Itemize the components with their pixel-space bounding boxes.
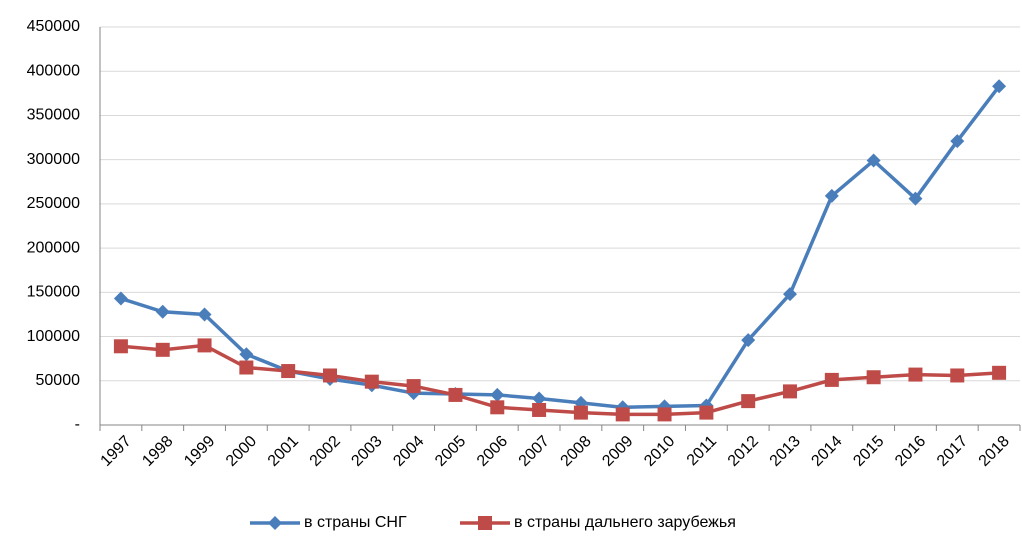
- data-point: [239, 360, 254, 375]
- x-tick-label: 2000: [223, 433, 260, 470]
- data-point: [364, 374, 379, 389]
- x-tick-label: 2007: [516, 433, 553, 470]
- data-point: [573, 405, 588, 420]
- data-point: [992, 79, 1007, 94]
- x-tick-label: 2003: [348, 433, 385, 470]
- y-tick-label: 100000: [27, 328, 80, 345]
- y-tick-label: 300000: [27, 151, 80, 168]
- data-point: [448, 387, 463, 402]
- y-tick-label: 150000: [27, 284, 80, 301]
- data-point: [281, 364, 296, 379]
- x-tick-label: 2010: [641, 433, 678, 470]
- x-tick-label: 2014: [808, 433, 845, 470]
- data-point: [950, 134, 965, 149]
- x-tick-label: 2009: [599, 433, 636, 470]
- y-tick-label: 200000: [27, 239, 80, 256]
- data-point: [908, 367, 923, 382]
- y-tick-label: 50000: [36, 372, 81, 389]
- data-point: [490, 387, 505, 402]
- x-tick-label: 2012: [725, 433, 762, 470]
- data-point: [615, 407, 630, 422]
- x-tick-label: 2004: [390, 433, 427, 470]
- data-point: [783, 287, 797, 302]
- x-tick-label: 2015: [850, 433, 887, 470]
- data-point: [323, 368, 337, 383]
- x-tick-label: 2018: [976, 433, 1013, 470]
- x-tick-label: 2008: [558, 433, 595, 470]
- y-tick-label: 250000: [27, 195, 80, 212]
- data-point: [908, 191, 923, 206]
- data-point: [113, 339, 128, 354]
- y-tick-label: 350000: [27, 107, 80, 124]
- x-tick-label: 2005: [432, 433, 469, 470]
- x-tick-label: 1998: [139, 433, 176, 470]
- data-point: [992, 365, 1007, 380]
- legend-marker: [268, 516, 282, 530]
- x-tick-label: 1997: [98, 433, 135, 470]
- series-line: [120, 343, 1000, 417]
- data-point: [532, 402, 547, 417]
- y-tick-label: 450000: [27, 18, 80, 35]
- x-tick-label: 2016: [892, 433, 929, 470]
- series-line: [120, 85, 1001, 410]
- data-point: [197, 338, 212, 353]
- data-point: [866, 370, 881, 385]
- data-point: [239, 347, 254, 362]
- x-tick-label: 1999: [181, 433, 218, 470]
- data-point: [741, 394, 756, 409]
- data-point: [824, 372, 839, 387]
- y-tick-label: 400000: [27, 62, 80, 79]
- data-point: [741, 333, 756, 348]
- data-point: [657, 407, 672, 422]
- legend-label: в страны СНГ: [304, 514, 407, 531]
- data-point: [155, 342, 170, 357]
- y-tick-label: -: [75, 416, 80, 433]
- x-tick-label: 2002: [307, 433, 344, 470]
- data-point: [950, 368, 965, 383]
- x-tick-label: 2006: [474, 433, 511, 470]
- x-tick-label: 2013: [767, 433, 804, 470]
- data-point: [197, 307, 212, 322]
- data-point: [866, 153, 881, 168]
- data-point: [824, 188, 839, 203]
- data-point: [113, 291, 128, 306]
- x-tick-label: 2011: [684, 433, 720, 469]
- data-point: [783, 384, 797, 399]
- data-point: [490, 400, 505, 415]
- data-point: [406, 379, 421, 394]
- data-point: [532, 391, 547, 406]
- data-point: [699, 405, 714, 420]
- legend-label: в страны дальнего зарубежья: [514, 514, 736, 531]
- x-tick-label: 2001: [265, 433, 302, 470]
- legend-marker: [478, 516, 492, 530]
- data-point: [155, 304, 170, 319]
- x-tick-label: 2017: [934, 433, 971, 470]
